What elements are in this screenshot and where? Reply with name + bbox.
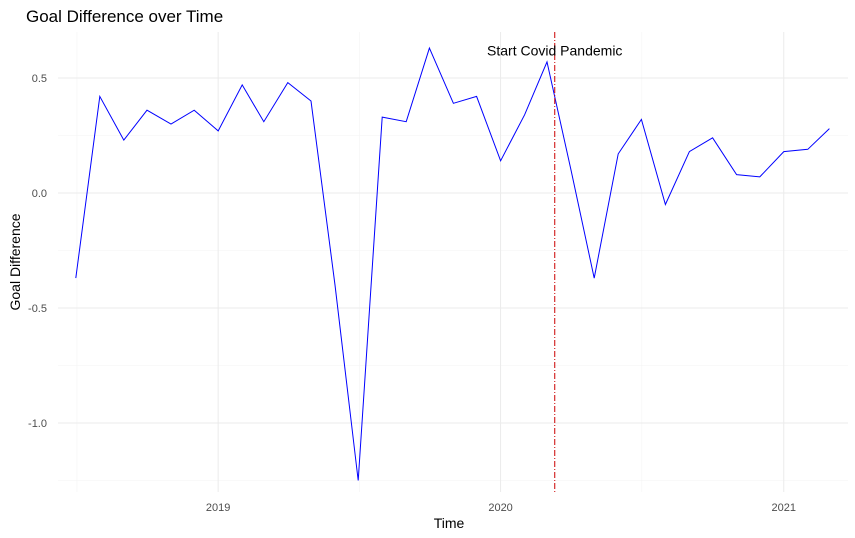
tick-labels: 0.5 0.0 -0.5 -1.0 2019 2020 2021 — [28, 73, 796, 514]
x-axis-title: Time — [434, 515, 465, 531]
y-tick-label: 0.5 — [32, 73, 47, 85]
x-tick-label: 2019 — [206, 502, 230, 514]
y-tick-label: 0.0 — [32, 188, 47, 200]
annotation-label: Start Covid Pandemic — [487, 42, 622, 58]
plot-marks: Start Covid Pandemic — [75, 32, 830, 492]
y-tick-label: -0.5 — [28, 303, 47, 315]
grid — [58, 32, 848, 492]
x-tick-label: 2021 — [772, 502, 796, 514]
y-axis-title: Goal Difference — [7, 213, 23, 310]
chart-title: Goal Difference over Time — [26, 7, 223, 26]
series-line — [75, 46, 830, 481]
x-tick-label: 2020 — [488, 502, 512, 514]
y-tick-label: -1.0 — [28, 418, 47, 430]
